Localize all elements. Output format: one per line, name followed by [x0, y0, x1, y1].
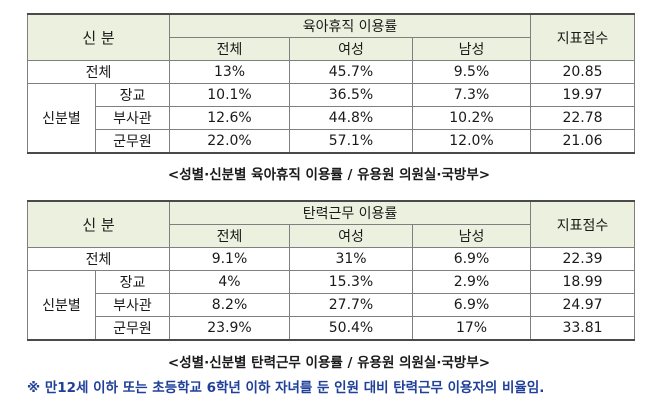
- cell-male: 6.9%: [412, 247, 531, 271]
- cell-score: 22.39: [530, 247, 635, 271]
- cell-female: 44.8%: [289, 106, 413, 130]
- flexible-work-table: 신 분 탄력근무 이용률 지표점수 전체 여성 남성 전체 9.1% 31% 6…: [27, 200, 635, 341]
- cell-total: 12.6%: [169, 106, 290, 130]
- row-label: 부사관: [95, 106, 170, 130]
- table2-caption: <성별·신분별 탄력근무 이용률 / 유용원 의원실·국방부>: [167, 355, 491, 371]
- metric-header: 탄력근무 이용률: [169, 200, 531, 225]
- group-label: 신분별: [27, 83, 96, 154]
- table-row: 신분별 장교 10.1% 36.5% 7.3% 19.97: [27, 83, 635, 154]
- cell-male: 10.2%: [412, 106, 531, 130]
- row-label: 군무원: [95, 316, 170, 341]
- subheader-male: 남성: [412, 37, 531, 61]
- cell-female: 15.3%: [289, 270, 413, 294]
- cell-total: 23.9%: [169, 316, 290, 341]
- score-header: 지표점수: [530, 200, 635, 248]
- parental-leave-table: 신 분 육아휴직 이용률 지표점수 전체 여성 남성 전체 13% 45.7% …: [27, 13, 635, 154]
- cell-total: 22.0%: [169, 129, 290, 154]
- table-row: 부사관 8.2% 27.7% 6.9% 24.97: [28, 293, 635, 317]
- cell-score: 22.78: [530, 106, 635, 130]
- cell-female: 45.7%: [289, 60, 413, 84]
- group-label: 신분별: [27, 270, 96, 341]
- row-label: 장교: [95, 83, 170, 107]
- table-row: 부사관 12.6% 44.8% 10.2% 22.78: [28, 106, 635, 130]
- footnote: ※ 만12세 이하 또는 초등학교 6학년 이하 자녀를 둔 인원 대비 탄력근…: [27, 380, 545, 396]
- cell-male: 2.9%: [412, 270, 531, 294]
- subheader-male: 남성: [412, 224, 531, 248]
- group-header: 신 분: [27, 200, 170, 248]
- table-row: 군무원 22.0% 57.1% 12.0% 21.06: [28, 129, 635, 154]
- total-row: 전체 13% 45.7% 9.5% 20.85: [27, 60, 635, 84]
- cell-female: 36.5%: [289, 83, 413, 107]
- row-label: 부사관: [95, 293, 170, 317]
- cell-female: 57.1%: [289, 129, 413, 154]
- cell-male: 9.5%: [412, 60, 531, 84]
- cell-total: 13%: [169, 60, 290, 84]
- cell-score: 21.06: [530, 129, 635, 154]
- total-row: 전체 9.1% 31% 6.9% 22.39: [27, 247, 635, 271]
- table1-caption: <성별·신분별 육아휴직 이용률 / 유용원 의원실·국방부>: [167, 167, 491, 183]
- cell-score: 20.85: [530, 60, 635, 84]
- cell-score: 19.97: [530, 83, 635, 107]
- metric-header: 육아휴직 이용률: [169, 13, 531, 38]
- row-label: 장교: [95, 270, 170, 294]
- score-header: 지표점수: [530, 13, 635, 61]
- subheader-total: 전체: [169, 37, 290, 61]
- cell-male: 6.9%: [412, 293, 531, 317]
- row-label: 전체: [27, 247, 170, 271]
- cell-total: 8.2%: [169, 293, 290, 317]
- subheader-female: 여성: [289, 224, 413, 248]
- cell-male: 17%: [412, 316, 531, 341]
- row-label: 군무원: [95, 129, 170, 154]
- row-label: 전체: [27, 60, 170, 84]
- cell-score: 24.97: [530, 293, 635, 317]
- cell-score: 33.81: [530, 316, 635, 341]
- table-row: 군무원 23.9% 50.4% 17% 33.81: [28, 316, 635, 341]
- cell-total: 10.1%: [169, 83, 290, 107]
- cell-total: 9.1%: [169, 247, 290, 271]
- table-row: 신분별 장교 4% 15.3% 2.9% 18.99: [27, 270, 635, 341]
- cell-female: 50.4%: [289, 316, 413, 341]
- subheader-total: 전체: [169, 224, 290, 248]
- cell-female: 31%: [289, 247, 413, 271]
- cell-male: 7.3%: [412, 83, 531, 107]
- cell-score: 18.99: [530, 270, 635, 294]
- cell-total: 4%: [169, 270, 290, 294]
- cell-female: 27.7%: [289, 293, 413, 317]
- group-header: 신 분: [27, 13, 170, 61]
- subheader-female: 여성: [289, 37, 413, 61]
- cell-male: 12.0%: [412, 129, 531, 154]
